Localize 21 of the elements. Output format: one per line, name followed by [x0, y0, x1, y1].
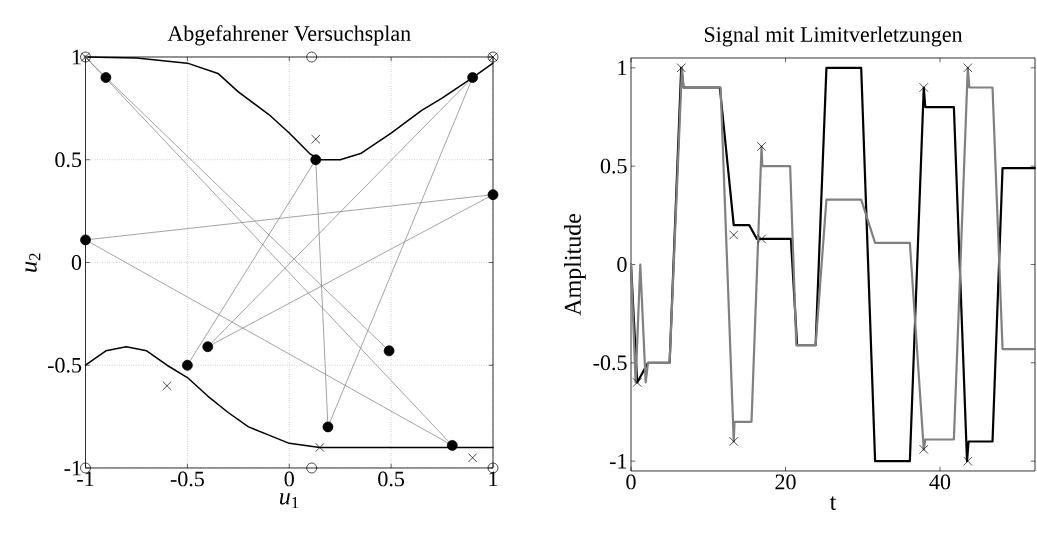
y-tick-label: -1 — [609, 453, 627, 469]
y-tick-label: 1 — [618, 60, 627, 76]
y-axis-title: Amplitude — [564, 213, 586, 316]
x-tick-label: -0.5 — [170, 471, 204, 487]
y-tick-label: 0 — [617, 257, 627, 272]
x-axis-title: u$_{1}$ — [280, 493, 299, 509]
y-tick-label: -0.5 — [47, 357, 82, 373]
x-axis-title: t — [829, 496, 837, 510]
x-tick-label: 1 — [489, 471, 498, 487]
x-tick-label: 0 — [284, 471, 294, 487]
x-tick-label: 20 — [775, 474, 796, 490]
y-tick-label: 0.5 — [55, 152, 82, 168]
y-tick-label: 1 — [72, 49, 81, 65]
y-tick-label: 0 — [71, 255, 82, 270]
chart-title: Signal mit Limitverletzungen — [704, 26, 963, 47]
x-tick-label: 40 — [929, 474, 951, 490]
chart-title: Abgefahrener Versuchsplan — [167, 25, 411, 46]
y-tick-label: -0.5 — [593, 355, 627, 371]
y-tick-label: 0.5 — [600, 158, 627, 174]
x-tick-label: 0.5 — [378, 471, 405, 487]
y-axis-title: u$_{2}$ — [25, 253, 41, 272]
